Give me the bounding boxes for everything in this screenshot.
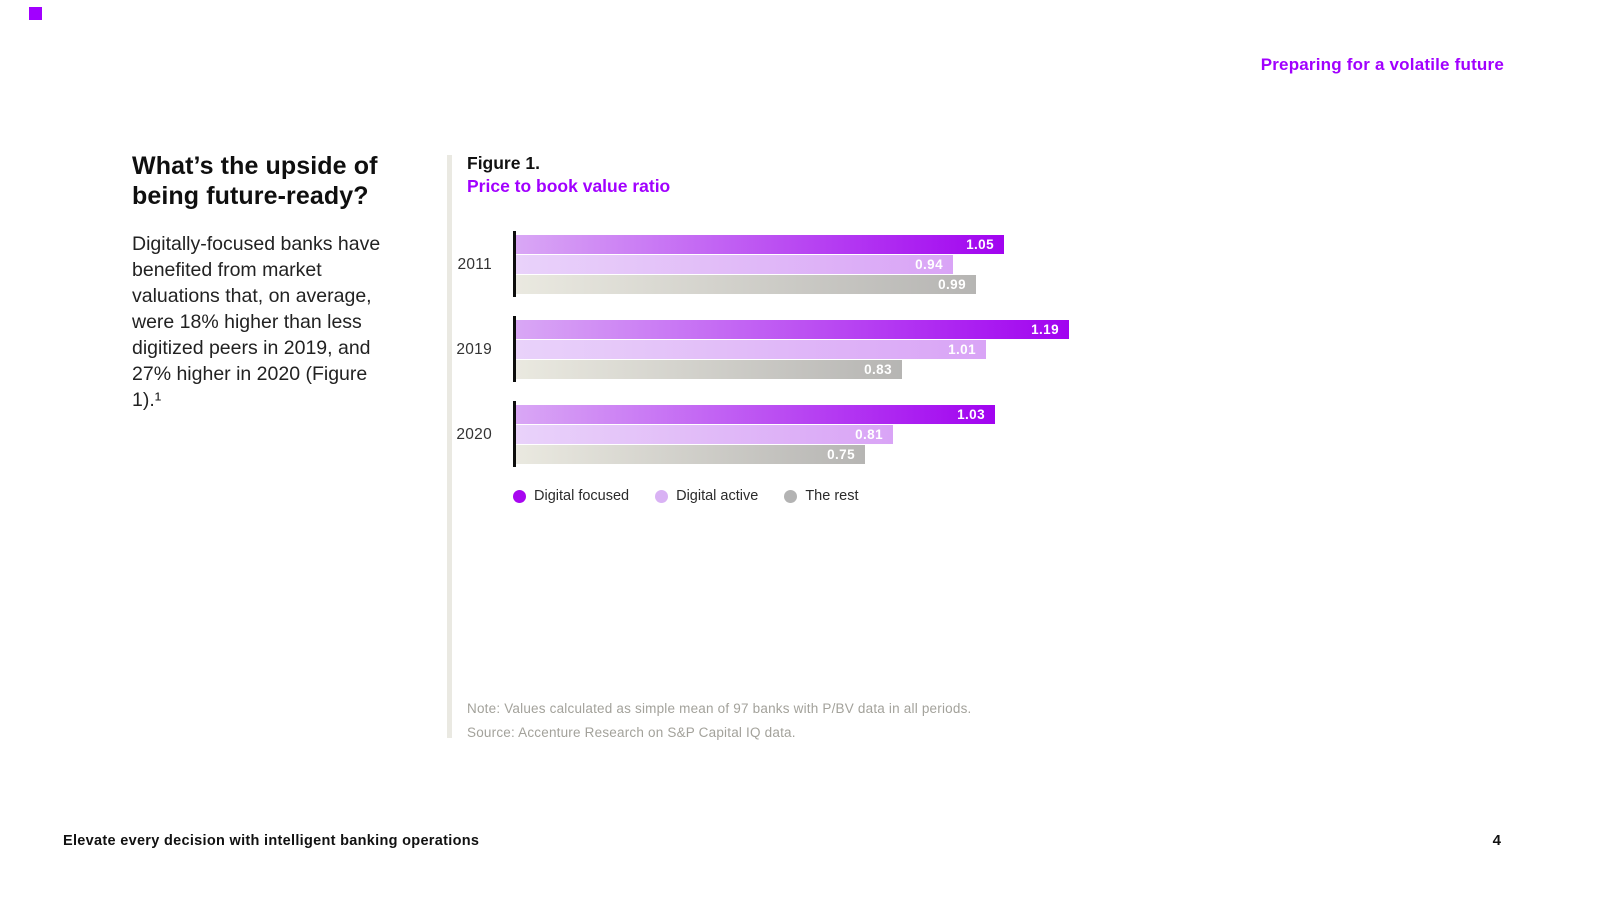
legend-label: Digital focused <box>534 488 630 504</box>
chart-legend: Digital focused Digital active The rest <box>513 488 859 504</box>
figure-source: Source: Accenture Research on S&P Capita… <box>467 725 796 740</box>
bar-digital-active: 0.81 <box>516 425 893 444</box>
bar-digital-focused: 1.03 <box>516 405 995 424</box>
bar-the-rest: 0.75 <box>516 445 865 464</box>
bar-digital-active: 0.94 <box>516 255 953 274</box>
year-label: 2011 <box>457 256 492 273</box>
legend-item: Digital focused <box>513 488 629 504</box>
bar-value-label: 0.83 <box>864 362 892 377</box>
year-label: 2020 <box>456 426 492 443</box>
bar-value-label: 0.81 <box>855 427 883 442</box>
footer-title: Elevate every decision with intelligent … <box>63 833 480 849</box>
axis-line <box>513 401 516 467</box>
bar-value-label: 1.19 <box>1031 322 1059 337</box>
bar-chart: 2011 1.05 0.94 0.99 2019 1.19 1.01 0.83 2020 1.03… <box>456 231 1116 495</box>
bar-the-rest: 0.83 <box>516 360 902 379</box>
legend-dot-icon <box>655 489 669 503</box>
legend-item: The rest <box>784 488 859 504</box>
bar-value-label: 1.05 <box>966 237 994 252</box>
axis-line <box>513 316 516 382</box>
legend-dot-icon <box>513 489 526 503</box>
figure-label: Figure 1. <box>467 153 540 173</box>
bar-digital-active: 1.01 <box>516 340 986 359</box>
bar-digital-focused: 1.19 <box>516 320 1069 339</box>
vertical-divider <box>447 155 452 738</box>
figure-note: Note: Values calculated as simple mean o… <box>467 701 972 716</box>
page-number: 4 <box>1492 832 1501 849</box>
section-header: Preparing for a volatile future <box>1260 55 1504 74</box>
axis-line <box>513 231 516 297</box>
intro-paragraph: Digitally-focused banks have benefited f… <box>132 233 381 411</box>
chart-group-2019: 2019 1.19 1.01 0.83 <box>456 316 1096 382</box>
bar-value-label: 1.03 <box>957 407 985 422</box>
legend-label: Digital active <box>676 488 759 504</box>
bar-digital-focused: 1.05 <box>516 235 1004 254</box>
bar-value-label: 1.01 <box>948 342 976 357</box>
bar-value-label: 0.99 <box>938 277 966 292</box>
chart-group-2020: 2020 1.03 0.81 0.75 <box>456 401 1096 467</box>
brand-accent-square <box>29 7 42 20</box>
legend-item: Digital active <box>655 488 758 504</box>
page-title: What’s the upside of being future-ready? <box>132 152 378 210</box>
chart-group-2011: 2011 1.05 0.94 0.99 <box>457 231 1096 297</box>
figure-title: Price to book value ratio <box>467 176 671 196</box>
legend-label: The rest <box>805 488 859 504</box>
bar-value-label: 0.75 <box>827 447 855 462</box>
year-label: 2019 <box>456 341 492 358</box>
legend-dot-icon <box>784 489 798 503</box>
bar-value-label: 0.94 <box>915 257 943 272</box>
bar-the-rest: 0.99 <box>516 275 976 294</box>
